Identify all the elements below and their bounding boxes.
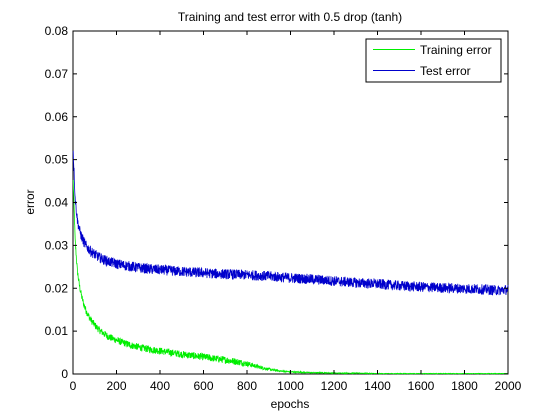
y-tick-label: 0.08 (45, 24, 69, 38)
series-line-test-error (72, 150, 509, 296)
y-tick-label: 0.06 (45, 110, 69, 124)
x-tick-label: 1000 (277, 379, 304, 393)
legend-label-test-error: Test error (420, 64, 471, 78)
axes-box (72, 30, 509, 375)
legend-label-training-error: Training error (420, 43, 492, 57)
x-tick-label: 1800 (451, 379, 478, 393)
x-tick-label: 2000 (495, 379, 522, 393)
x-tick-label: 1200 (321, 379, 348, 393)
legend-box (365, 38, 502, 83)
x-tick-label: 1600 (408, 379, 435, 393)
y-tick-label: 0.05 (45, 153, 69, 167)
plot-area: 0 200 400 600 800 1000 1200 1400 1600 1800 2000 0 0.… (45, 24, 522, 393)
y-tick-label: 0.04 (45, 196, 69, 210)
x-tick-label: 400 (150, 379, 170, 393)
x-tick-label: 1400 (364, 379, 391, 393)
y-tick-label: 0 (61, 367, 68, 381)
y-tick-label: 0.03 (45, 238, 69, 252)
x-tick-label: 600 (193, 379, 213, 393)
ticks-group: 0 200 400 600 800 1000 1200 1400 1600 1800 2000 0 0.… (45, 24, 522, 393)
y-tick-label: 0.01 (45, 324, 69, 338)
y-axis-title: error (23, 189, 37, 214)
y-tick-label: 0.07 (45, 67, 69, 81)
x-tick-label: 0 (70, 379, 77, 393)
legend: Training error Test error (365, 38, 502, 83)
y-tick-label: 0.02 (45, 281, 69, 295)
x-tick-label: 200 (106, 379, 126, 393)
x-axis-title: epochs (271, 397, 310, 411)
chart-title: Training and test error with 0.5 drop (t… (178, 10, 402, 24)
x-tick-label: 800 (237, 379, 257, 393)
